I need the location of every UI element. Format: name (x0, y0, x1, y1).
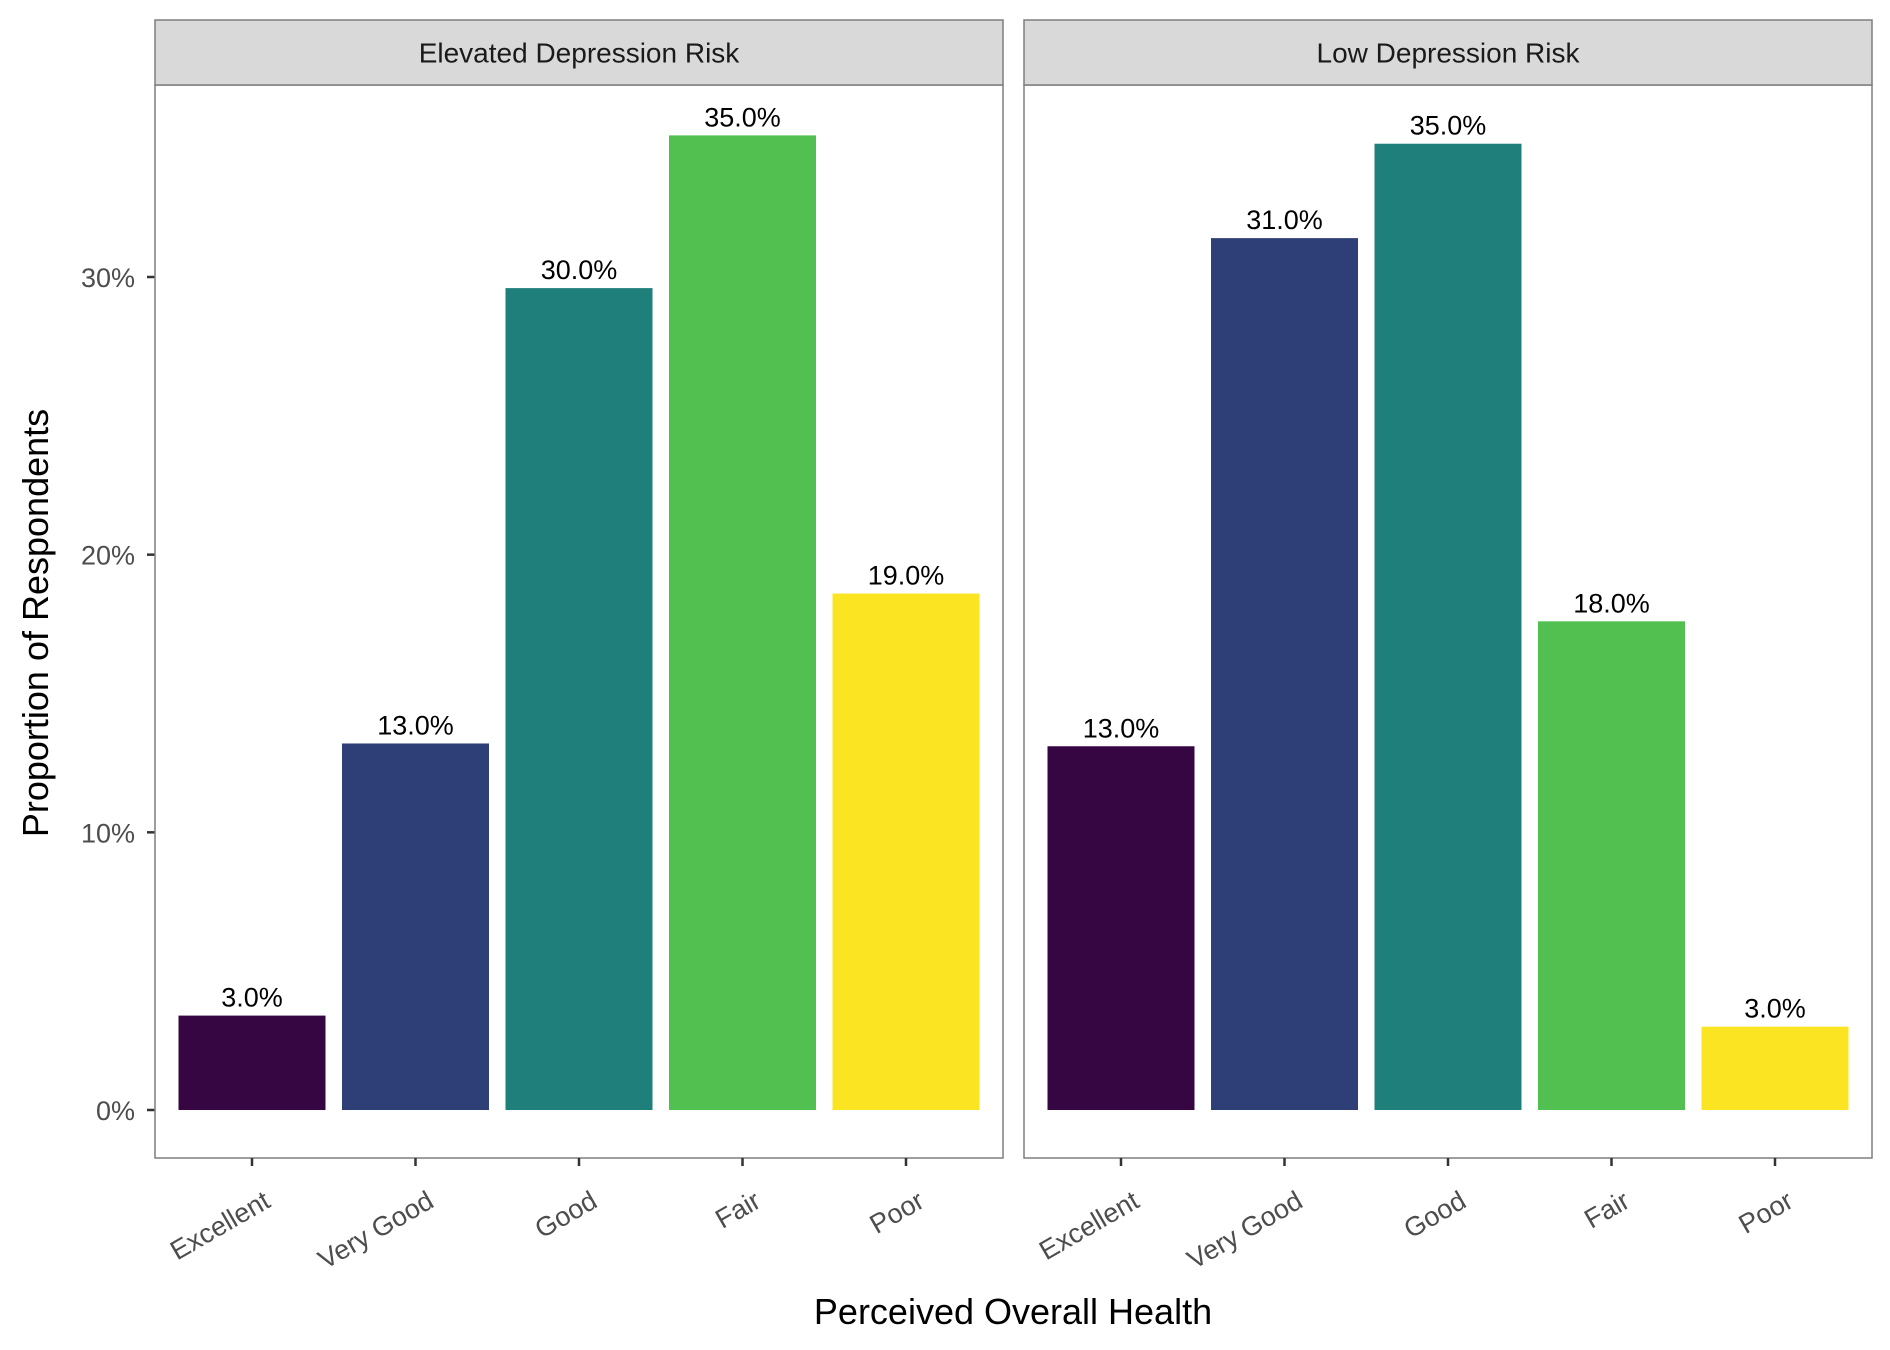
bar-fair (1538, 621, 1685, 1110)
bar-good (505, 288, 653, 1110)
data-label: 13.0% (377, 710, 454, 740)
y-tick-label: 10% (81, 818, 135, 848)
x-tick-label: Very Good (1182, 1185, 1307, 1275)
data-label: 35.0% (1410, 111, 1487, 141)
facet-strip-label-2: Low Depression Risk (1317, 38, 1581, 69)
bar-poor (832, 593, 980, 1110)
bar-good (1374, 143, 1522, 1111)
x-tick-label: Good (1399, 1185, 1471, 1244)
bar-excellent (1047, 746, 1195, 1110)
y-tick-label: 30% (81, 263, 135, 293)
data-label: 19.0% (868, 561, 945, 591)
x-tick-label: Very Good (313, 1185, 438, 1275)
bar-very-good (1211, 238, 1358, 1111)
data-label: 30.0% (541, 255, 618, 285)
data-label: 3.0% (1744, 994, 1806, 1024)
bar-excellent (178, 1015, 326, 1110)
x-tick-label: Fair (1579, 1185, 1634, 1234)
x-tick-label: Poor (1734, 1185, 1798, 1240)
bar-fair (669, 135, 816, 1110)
facet-strip-label-1: Elevated Depression Risk (419, 38, 741, 69)
facet-strip-1 (154, 19, 1004, 86)
bar-poor (1701, 1026, 1849, 1110)
x-tick-label: Fair (710, 1185, 765, 1234)
y-axis-title: Proportion of Respondents (15, 409, 56, 837)
x-axis-title: Perceived Overall Health (814, 1291, 1212, 1332)
x-tick-label: Good (530, 1185, 602, 1244)
x-tick-label: Excellent (165, 1185, 275, 1266)
y-tick-label: 0% (96, 1096, 135, 1126)
x-tick-label: Excellent (1034, 1185, 1144, 1266)
data-label: 35.0% (704, 102, 781, 132)
data-label: 13.0% (1083, 713, 1160, 743)
facet-strip-2 (1023, 19, 1873, 86)
data-label: 18.0% (1573, 588, 1650, 618)
x-tick-label: Poor (865, 1185, 929, 1240)
bar-very-good (342, 743, 489, 1110)
y-tick-label: 20% (81, 541, 135, 571)
data-label: 3.0% (221, 983, 283, 1013)
data-label: 31.0% (1246, 205, 1323, 235)
